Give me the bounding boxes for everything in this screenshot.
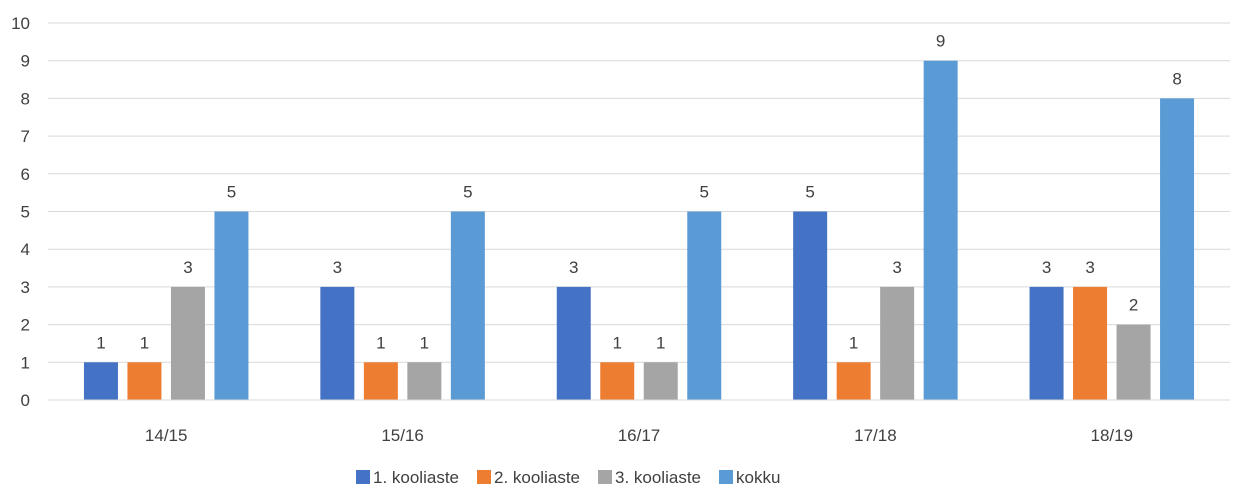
bar: [643, 362, 678, 400]
data-label: 1: [96, 333, 105, 352]
data-label: 3: [1085, 258, 1094, 277]
data-label: 1: [376, 333, 385, 352]
legend-swatch: [598, 470, 612, 484]
y-tick-label: 7: [21, 127, 30, 146]
data-label: 3: [1042, 258, 1051, 277]
bar: [793, 211, 828, 400]
x-axis-ticks: 14/15 15/16 16/17 17/18 18/19: [145, 426, 1133, 445]
data-label: 3: [569, 258, 578, 277]
data-label: 1: [849, 333, 858, 352]
data-label: 1: [420, 333, 429, 352]
bars: [83, 60, 1195, 401]
x-tick-label: 18/19: [1091, 426, 1134, 445]
y-tick-label: 3: [21, 278, 30, 297]
bar: [214, 211, 249, 400]
data-label: 1: [613, 333, 622, 352]
x-tick-label: 14/15: [145, 426, 188, 445]
data-label: 8: [1172, 69, 1181, 88]
x-tick-label: 16/17: [618, 426, 661, 445]
x-tick-label: 15/16: [381, 426, 424, 445]
legend-label: 3. kooliaste: [615, 468, 701, 487]
y-tick-label: 0: [21, 391, 30, 410]
data-label: 5: [700, 183, 709, 202]
y-tick-label: 5: [21, 203, 30, 222]
bar: [1160, 98, 1195, 401]
y-tick-label: 10: [11, 14, 30, 33]
data-label: 3: [333, 258, 342, 277]
data-labels: 1 1 3 5 3 1 1 5 3 1 1 5 5 1 3 9 3 3 2 8: [96, 32, 1182, 353]
legend-swatch: [719, 470, 733, 484]
y-tick-label: 1: [21, 353, 30, 372]
bar: [1029, 286, 1064, 400]
bar: [923, 60, 958, 400]
bar: [127, 362, 162, 400]
legend-swatch: [356, 470, 370, 484]
data-label: 9: [936, 32, 945, 51]
x-tick-label: 17/18: [854, 426, 897, 445]
bar: [836, 362, 871, 400]
bar: [880, 286, 915, 400]
y-tick-label: 8: [21, 89, 30, 108]
data-label: 3: [892, 258, 901, 277]
bar: [1073, 286, 1108, 400]
data-label: 5: [805, 183, 814, 202]
data-label: 1: [656, 333, 665, 352]
legend-label: 2. kooliaste: [494, 468, 580, 487]
bar: [1116, 324, 1151, 400]
bar: [170, 286, 205, 400]
data-label: 5: [227, 183, 236, 202]
bar: [320, 286, 355, 400]
bar: [407, 362, 442, 400]
y-axis-ticks: 0 1 2 3 4 5 6 7 8 9 10: [11, 14, 30, 410]
data-label: 3: [183, 258, 192, 277]
legend-label: kokku: [736, 468, 780, 487]
legend-swatch: [477, 470, 491, 484]
bar: [556, 286, 591, 400]
legend-label: 1. kooliaste: [373, 468, 459, 487]
data-label: 1: [140, 333, 149, 352]
bar: [600, 362, 635, 400]
data-label: 2: [1129, 296, 1138, 315]
bar: [450, 211, 485, 400]
bar: [83, 362, 118, 400]
y-tick-label: 9: [21, 52, 30, 71]
bar: [363, 362, 398, 400]
y-tick-label: 6: [21, 165, 30, 184]
y-tick-label: 4: [21, 240, 30, 259]
bar: [687, 211, 722, 400]
legend: 1. kooliaste 2. kooliaste 3. kooliaste kokk…: [356, 468, 780, 487]
y-tick-label: 2: [21, 316, 30, 335]
data-label: 5: [463, 183, 472, 202]
